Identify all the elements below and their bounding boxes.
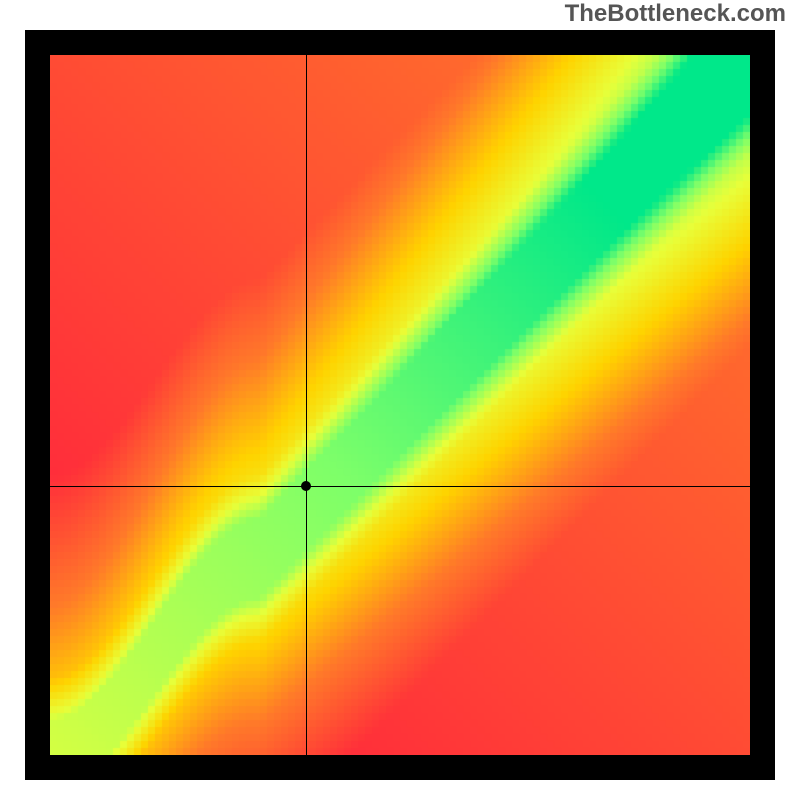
- bottleneck-heatmap: [50, 55, 750, 755]
- plot-frame: [25, 30, 775, 780]
- selection-marker: [301, 481, 311, 491]
- crosshair-vertical: [306, 55, 307, 755]
- crosshair-horizontal: [50, 486, 750, 487]
- watermark-text: TheBottleneck.com: [565, 0, 786, 28]
